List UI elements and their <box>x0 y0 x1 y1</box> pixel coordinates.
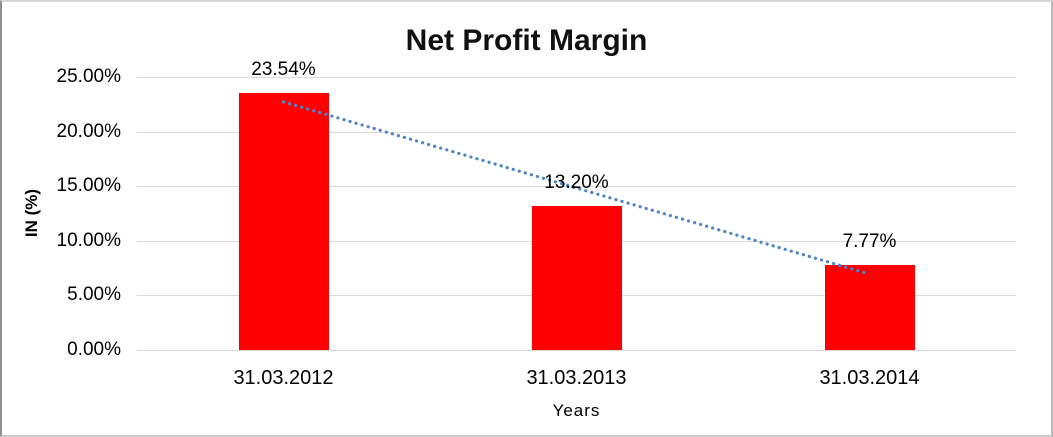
x-category-label: 31.03.2012 <box>233 367 334 389</box>
data-label: 13.20% <box>544 171 609 193</box>
x-axis-title: Years <box>552 401 601 420</box>
gridline <box>137 350 1016 351</box>
bar <box>531 205 622 350</box>
data-label: 7.77% <box>842 231 897 253</box>
gridline <box>137 77 1016 78</box>
bar <box>238 92 329 350</box>
x-category-label: 31.03.2013 <box>526 367 627 389</box>
y-tick-label: 10.00% <box>56 229 121 251</box>
y-tick-label: 15.00% <box>56 175 121 197</box>
chart-title: Net Profit Margin <box>405 24 648 57</box>
x-category-label: 31.03.2014 <box>819 367 920 389</box>
y-tick-label: 0.00% <box>67 339 121 360</box>
y-tick-label: 5.00% <box>67 284 121 306</box>
data-label: 23.54% <box>251 58 316 80</box>
bar <box>824 265 915 350</box>
y-tick-label: 25.00% <box>56 66 121 87</box>
y-tick-label: 20.00% <box>56 120 121 142</box>
